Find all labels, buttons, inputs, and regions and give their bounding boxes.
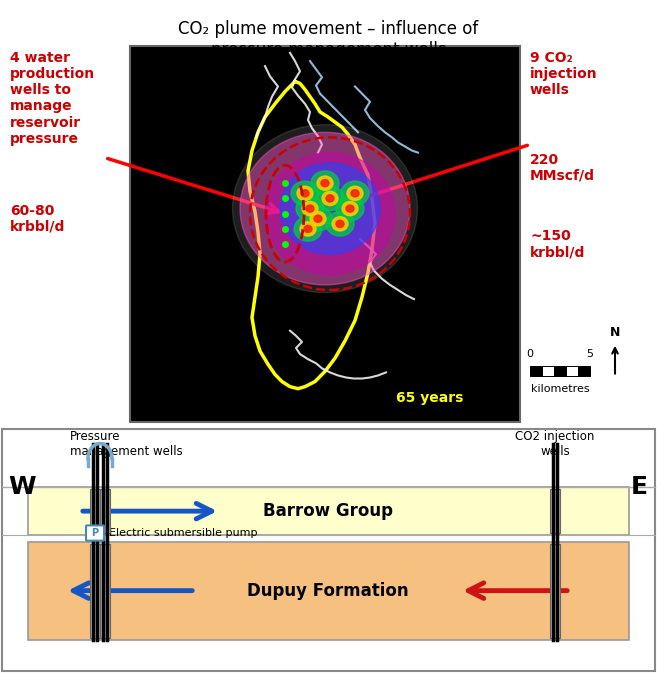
Ellipse shape	[322, 191, 338, 205]
Bar	[550, 489, 560, 533]
Bar	[542, 366, 554, 376]
Ellipse shape	[332, 217, 348, 231]
Text: E: E	[631, 475, 648, 499]
Text: 9 CO₂
injection
wells: 9 CO₂ injection wells	[530, 51, 598, 98]
Ellipse shape	[342, 201, 358, 216]
Ellipse shape	[346, 205, 354, 212]
Ellipse shape	[294, 217, 322, 241]
Ellipse shape	[296, 197, 324, 221]
Text: Dupuy Formation: Dupuy Formation	[247, 581, 409, 600]
Bar	[100, 489, 110, 533]
Text: ~150
krbbl/d: ~150 krbbl/d	[530, 229, 585, 259]
Text: CO₂ plume movement – influence of
pressure management wells: CO₂ plume movement – influence of pressu…	[178, 20, 479, 59]
Bar	[90, 489, 100, 533]
Ellipse shape	[347, 186, 363, 201]
Bar	[578, 366, 590, 376]
Text: 4 water
production
wells to
manage
reservoir
pressure: 4 water production wells to manage reser…	[10, 51, 95, 146]
Bar	[554, 366, 566, 376]
Ellipse shape	[316, 186, 344, 211]
Ellipse shape	[341, 181, 369, 205]
Ellipse shape	[317, 176, 333, 190]
Text: kilometres: kilometres	[531, 384, 589, 394]
Text: P: P	[91, 528, 99, 538]
Ellipse shape	[336, 197, 364, 221]
Text: N: N	[610, 326, 620, 339]
Ellipse shape	[336, 220, 344, 227]
Text: Electric submersible pump: Electric submersible pump	[109, 528, 258, 538]
Ellipse shape	[300, 222, 316, 236]
Ellipse shape	[304, 207, 332, 231]
Bar	[550, 544, 560, 638]
Bar	[28, 487, 629, 535]
Text: W: W	[8, 475, 35, 499]
Ellipse shape	[304, 225, 312, 232]
Ellipse shape	[326, 211, 354, 236]
Bar	[28, 542, 629, 639]
Ellipse shape	[326, 195, 334, 202]
Ellipse shape	[297, 186, 313, 201]
Text: Barrow Group: Barrow Group	[263, 502, 393, 520]
Ellipse shape	[291, 181, 319, 205]
Ellipse shape	[321, 180, 329, 186]
Bar	[90, 544, 100, 638]
Ellipse shape	[302, 201, 318, 216]
Ellipse shape	[280, 163, 380, 254]
Ellipse shape	[311, 171, 339, 195]
Ellipse shape	[233, 125, 417, 293]
Ellipse shape	[310, 211, 326, 226]
Ellipse shape	[301, 190, 309, 197]
Ellipse shape	[351, 190, 359, 197]
FancyBboxPatch shape	[86, 526, 104, 540]
Text: 5: 5	[587, 349, 593, 359]
Bar	[530, 366, 542, 376]
Bar	[100, 544, 110, 638]
Bar	[130, 46, 520, 422]
Ellipse shape	[240, 133, 410, 285]
Text: CO2 injection
wells: CO2 injection wells	[515, 430, 595, 458]
Ellipse shape	[265, 153, 395, 275]
Text: 65 years: 65 years	[396, 391, 464, 405]
Text: 0: 0	[526, 349, 533, 359]
Text: 220
MMscf/d: 220 MMscf/d	[530, 153, 595, 183]
Bar	[566, 366, 578, 376]
Ellipse shape	[306, 205, 314, 212]
Text: Pressure
management wells: Pressure management wells	[70, 430, 183, 458]
Text: 60-80
krbbl/d: 60-80 krbbl/d	[10, 203, 66, 234]
Ellipse shape	[314, 215, 322, 222]
